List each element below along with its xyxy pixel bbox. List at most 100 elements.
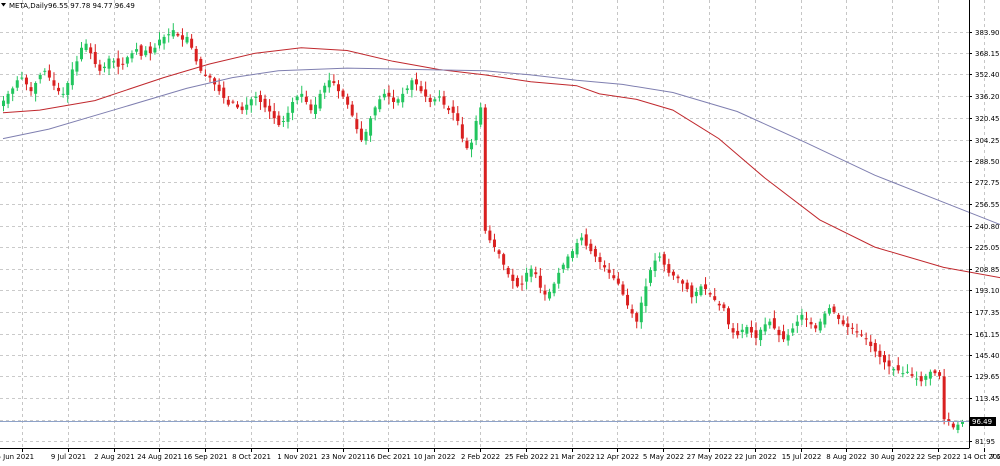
candle-body (653, 260, 657, 272)
candle-body (121, 63, 125, 65)
candle-body (575, 242, 579, 255)
candle-body (726, 308, 730, 325)
candle-body (57, 87, 61, 92)
candle-body (20, 77, 24, 79)
candle-body (38, 74, 42, 80)
candle-body (414, 79, 418, 85)
candle-body (29, 87, 33, 92)
candle-body (841, 320, 845, 325)
x-tick-label: 21 Mar 2022 (550, 453, 594, 461)
candle-body (167, 34, 171, 36)
candle-body (144, 50, 148, 56)
x-tick-label: 2 Aug 2021 (94, 453, 134, 461)
candle-body (612, 275, 616, 279)
candle-body (332, 81, 336, 84)
candle-body (447, 108, 451, 111)
candle-body (258, 95, 262, 102)
candle-body (873, 343, 877, 352)
candle-body (66, 83, 70, 96)
candle-body (910, 374, 914, 376)
candle-body (135, 49, 139, 52)
y-tick-label: 240.80 (975, 223, 1000, 231)
candles (2, 23, 964, 434)
candle-body (827, 308, 831, 314)
candle-body (369, 118, 373, 136)
candle-body (84, 43, 88, 51)
candle-body (222, 87, 226, 98)
candle-body (754, 330, 758, 338)
candle-body (424, 89, 428, 97)
candle-body (846, 323, 850, 328)
candle-body (364, 131, 368, 141)
candle-body (662, 254, 666, 265)
candle-body (112, 61, 116, 63)
y-tick-label: 193.10 (975, 287, 1000, 295)
candle-body (924, 375, 928, 380)
candle-body (878, 350, 882, 357)
candle-body (869, 341, 873, 347)
candle-body (162, 36, 166, 44)
candle-body (180, 35, 184, 40)
candle-body (791, 328, 795, 333)
candle-body (722, 304, 726, 309)
x-tick-label: 1 Nov 2021 (277, 453, 317, 461)
x-tick-label: 22 Sep 2022 (916, 453, 960, 461)
candle-body (552, 283, 556, 294)
candle-body (515, 277, 519, 287)
candle-body (176, 33, 180, 36)
candle-body (685, 282, 689, 290)
candle-body (497, 250, 501, 254)
y-tick-label: 145.40 (975, 352, 1000, 360)
candle-body (690, 285, 694, 298)
candle-body (717, 303, 721, 306)
y-tick-label: 256.55 (975, 201, 1000, 209)
candle-body (350, 104, 354, 116)
candle-body (158, 39, 162, 46)
candle-body (341, 90, 345, 97)
candle-body (699, 286, 703, 296)
candle-body (768, 321, 772, 326)
x-tick-label: 8 Oct 2021 (232, 453, 271, 461)
candle-body (580, 237, 584, 241)
candle-body (34, 83, 38, 94)
x-tick-label: 12 Apr 2022 (596, 453, 639, 461)
candle-body (437, 96, 441, 98)
y-tick-label: 304.25 (975, 137, 1000, 145)
candle-body (286, 112, 290, 122)
x-tick-label: 24 Aug 2021 (137, 453, 182, 461)
candle-body (203, 74, 207, 76)
candle-body (139, 45, 143, 56)
candle-body (506, 267, 510, 275)
candle-body (373, 107, 377, 116)
candle-body (249, 99, 253, 106)
dropdown-arrow-icon[interactable] (1, 3, 6, 7)
candle-body (864, 338, 868, 340)
candle-body (648, 270, 652, 283)
candle-body (392, 97, 396, 102)
candle-body (745, 327, 749, 334)
candle-body (245, 104, 249, 110)
candle-body (217, 84, 221, 92)
candle-body (956, 424, 960, 430)
candle-body (694, 291, 698, 297)
candle-body (534, 272, 538, 275)
candle-body (6, 93, 10, 104)
candle-body (89, 47, 93, 54)
candle-body (47, 70, 51, 78)
slow-ma-line (2, 67, 1000, 226)
x-tick-label: 2 Feb 2022 (461, 453, 500, 461)
y-tick-label: 383.90 (975, 29, 1000, 37)
candle-body (616, 278, 620, 284)
candle-body (887, 360, 891, 367)
candle-body (488, 230, 492, 241)
candle-body (855, 331, 859, 333)
price-tag-value: 96.49 (972, 418, 992, 426)
x-tick-label: 7 Nov 2022 (990, 453, 1000, 461)
candle-body (405, 88, 409, 91)
candle-body (304, 96, 308, 102)
candle-body (107, 58, 111, 69)
candle-body (323, 85, 327, 93)
candle-body (268, 105, 272, 112)
candle-body (621, 284, 625, 295)
